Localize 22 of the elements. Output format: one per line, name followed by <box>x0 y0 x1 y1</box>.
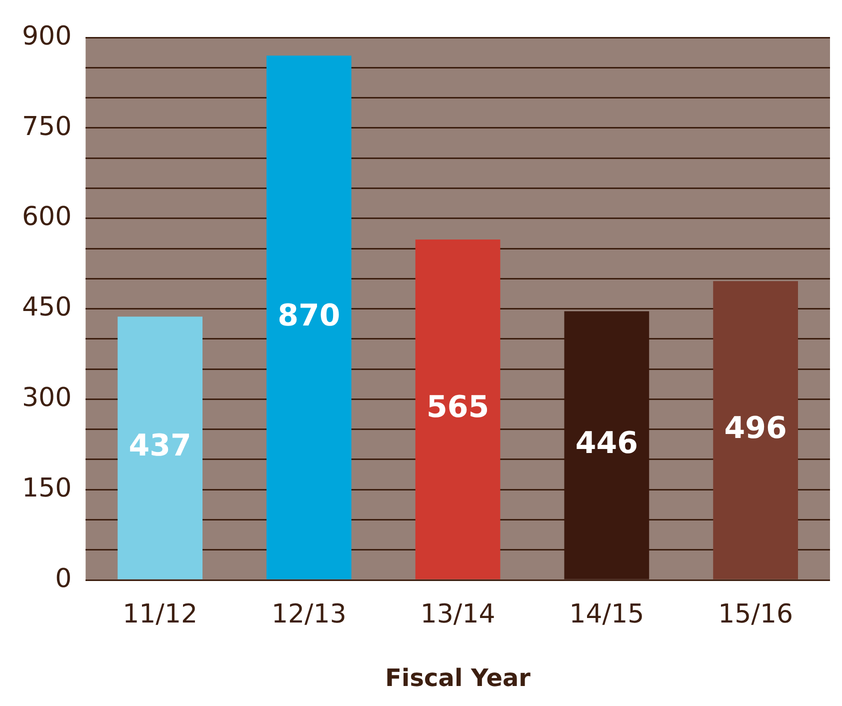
data-label: 565 <box>426 390 490 426</box>
x-axis-title: Fiscal Year <box>385 664 531 692</box>
y-tick-label: 300 <box>22 382 72 413</box>
y-tick-label: 750 <box>22 112 72 142</box>
y-tick-label: 150 <box>22 473 72 504</box>
x-tick-label: 13/14 <box>420 599 496 630</box>
bar <box>266 56 352 580</box>
bar <box>713 281 798 580</box>
y-tick-label: 600 <box>22 202 72 232</box>
x-tick-label: 12/13 <box>271 599 346 630</box>
data-label: 437 <box>128 428 192 464</box>
data-label: 496 <box>724 410 787 446</box>
x-tick-label: 11/12 <box>122 599 198 630</box>
y-tick-label: 0 <box>55 564 72 594</box>
bar <box>118 316 202 580</box>
bar <box>415 239 500 580</box>
data-label: 870 <box>278 298 340 334</box>
x-tick-label: 14/15 <box>569 599 644 630</box>
data-label: 446 <box>575 426 638 462</box>
y-tick-label: 900 <box>22 21 72 52</box>
x-tick-label: 15/16 <box>718 599 794 630</box>
y-tick-label: 450 <box>22 292 72 323</box>
